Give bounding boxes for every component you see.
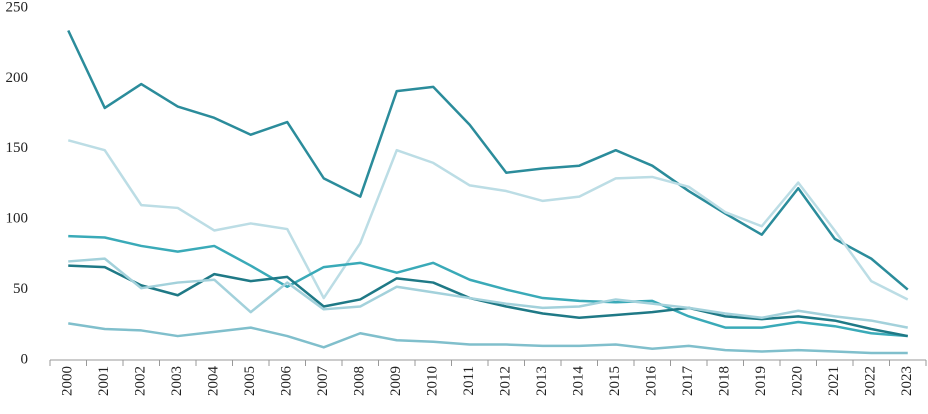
x-tick-label: 2021: [826, 366, 842, 396]
x-tick-label: 2010: [425, 366, 441, 396]
x-tick-label: 2002: [133, 366, 149, 396]
x-tick-label: 2015: [607, 366, 623, 396]
x-tick-label: 2018: [717, 366, 733, 396]
series-line: [68, 264, 908, 338]
x-tick-label: 2005: [242, 366, 258, 396]
x-tick-label: 2020: [790, 366, 806, 396]
x-tick-label: 2000: [60, 366, 76, 396]
y-tick-label: 50: [13, 281, 28, 297]
y-tick-label: 200: [6, 70, 29, 86]
x-tick-label: 2019: [753, 366, 769, 396]
y-tick-label: 150: [6, 140, 29, 156]
x-tick-label: 2023: [899, 366, 915, 396]
x-tick-label: 2016: [644, 366, 660, 397]
y-tick-label: 250: [6, 0, 29, 15]
x-tick-label: 2011: [461, 366, 477, 395]
x-tick-label: 2022: [863, 366, 879, 396]
x-tick-label: 2007: [315, 366, 331, 397]
series-line: [68, 257, 908, 329]
x-tick-label: 2009: [388, 366, 404, 396]
series-line: [67, 139, 909, 301]
y-tick-label: 0: [21, 351, 29, 367]
x-tick-label: 2003: [169, 366, 185, 396]
series-line: [68, 322, 908, 355]
x-tick-label: 2013: [534, 366, 550, 396]
x-tick-label: 2004: [206, 366, 222, 397]
series-line: [68, 234, 908, 338]
x-tick-label: 2017: [680, 366, 696, 397]
x-tick-label: 2006: [279, 366, 295, 397]
x-tick-label: 2014: [571, 366, 587, 397]
x-tick-label: 2001: [96, 366, 112, 396]
x-tick-label: 2008: [352, 366, 368, 396]
x-tick-label: 2012: [498, 366, 514, 396]
y-tick-label: 100: [6, 211, 29, 227]
series-line: [67, 29, 909, 291]
